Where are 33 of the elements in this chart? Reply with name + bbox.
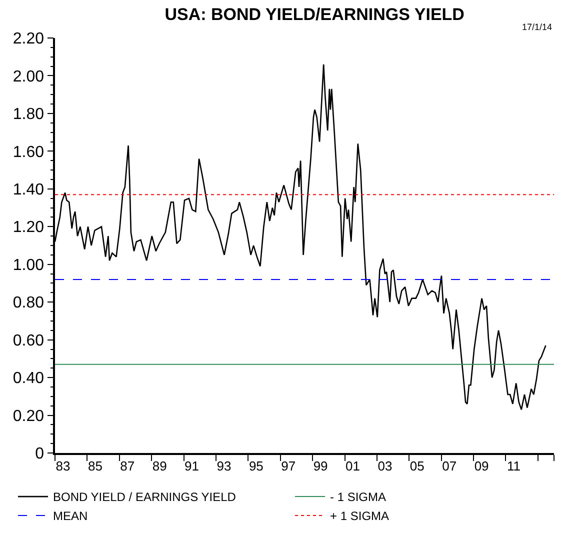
x-tick-label: 93 <box>216 458 232 474</box>
x-tick-label: 07 <box>442 458 457 474</box>
legend-label: BOND YIELD / EARNINGS YIELD <box>53 490 236 504</box>
legend-label: MEAN <box>53 509 88 524</box>
y-tick-label: 1.40 <box>12 182 44 199</box>
x-tick-label: 85 <box>88 458 102 474</box>
x-tick-label: 95 <box>248 458 264 474</box>
y-tick-label: 0 <box>35 446 44 463</box>
y-tick-label: 0.20 <box>12 408 44 425</box>
y-tick-label: 0.80 <box>12 294 44 312</box>
x-tick-label: 99 <box>313 458 328 474</box>
text: 17/1/14 <box>522 22 552 32</box>
y-tick-label: 2.00 <box>12 68 44 86</box>
x-tick-label: 91 <box>184 458 200 474</box>
y-tick-label: 0.60 <box>12 332 44 350</box>
x-tick-label: 83 <box>56 458 70 474</box>
legend-label: + 1 SIGMA <box>330 509 390 524</box>
legend-label: - 1 SIGMA <box>330 490 386 504</box>
x-tick-label: 97 <box>281 458 296 474</box>
x-tick-label: 05 <box>410 458 424 474</box>
x-tick-label: 87 <box>120 458 135 474</box>
x-tick-label: 03 <box>378 458 392 474</box>
y-tick-label: 0.40 <box>12 370 44 388</box>
x-tick-label: 09 <box>474 458 489 474</box>
y-tick-label: 2.20 <box>12 30 44 48</box>
x-tick-label: 11 <box>506 458 520 474</box>
chart-title: USA: BOND YIELD/EARNINGS YIELD <box>164 5 464 24</box>
x-tick-label: 01 <box>346 458 360 474</box>
y-tick-label: 1.60 <box>12 144 44 161</box>
y-tick-label: 1.20 <box>12 219 44 236</box>
x-tick-label: 89 <box>152 458 167 474</box>
y-tick-label: 1.00 <box>12 256 44 274</box>
y-tick-label: 1.80 <box>12 106 44 124</box>
